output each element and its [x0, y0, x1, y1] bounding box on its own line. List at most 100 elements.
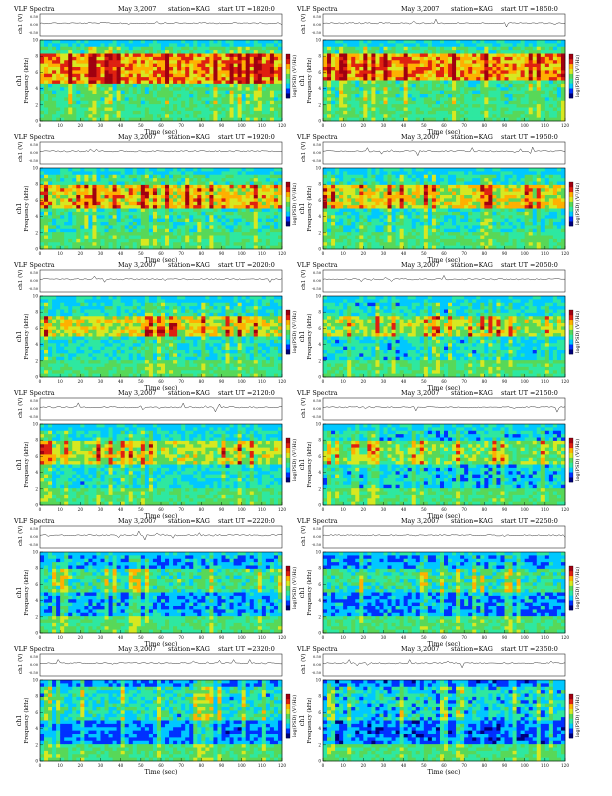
spectrogram-cell [274, 185, 278, 189]
spectrogram-cell [500, 108, 504, 112]
spectrogram-cell [169, 40, 173, 44]
spectrogram-cell [189, 222, 193, 226]
spectrogram-cell [52, 60, 56, 64]
spectrogram-cell [72, 104, 76, 108]
spectrogram-cell [76, 43, 80, 47]
spectrogram-cell [153, 219, 157, 223]
spectrogram-cell [448, 87, 452, 91]
spectrogram-cell [125, 205, 129, 209]
spectrogram-cell [521, 70, 525, 74]
spectrogram-cell [331, 54, 335, 58]
spectrogram-cell [40, 101, 44, 105]
spectrogram-cell [444, 70, 448, 74]
spectrogram-cell [68, 215, 72, 219]
spectrogram-cell [197, 192, 201, 196]
spectrogram-cell [101, 43, 105, 47]
spectrogram-cell [553, 67, 557, 71]
spectrogram-cell [392, 47, 396, 51]
spectrogram-cell [549, 108, 553, 112]
spectrogram-cell [436, 97, 440, 101]
spectrogram-cell [396, 212, 400, 216]
spectrogram-cell [335, 57, 339, 61]
spectrogram-cell [557, 104, 561, 108]
spectrogram-cell [137, 77, 141, 81]
spectrogram-cell [492, 101, 496, 105]
spectrogram-cell [363, 67, 367, 71]
spectrogram-cell [549, 104, 553, 108]
spectrogram-cell [64, 242, 68, 246]
spectrogram-cell [101, 222, 105, 226]
spectrogram-cell [400, 81, 404, 85]
spectrogram-cell [52, 229, 56, 233]
spectrogram-cell [246, 97, 250, 101]
spectrogram-cell [96, 47, 100, 51]
spectrogram-cell [185, 67, 189, 71]
spectrogram-cell [323, 40, 327, 44]
spectrogram-cell [509, 97, 513, 101]
spectrogram-cell [88, 171, 92, 175]
spectrogram-cell [242, 219, 246, 223]
spectrogram-cell [157, 104, 161, 108]
spectrogram-cell [52, 219, 56, 223]
spectrogram-cell [278, 114, 282, 118]
spectrogram-cell [181, 84, 185, 88]
spectrogram-cell [193, 91, 197, 95]
spectrogram-cell [456, 91, 460, 95]
spectrogram-cell [343, 97, 347, 101]
spectrogram-cell [234, 192, 238, 196]
spectrogram-cell [76, 205, 80, 209]
spectrogram-cell [193, 111, 197, 115]
spectrogram-cell [452, 84, 456, 88]
spectrogram-cell [246, 202, 250, 206]
spectrogram-cell [169, 67, 173, 71]
spectrogram-cell [258, 209, 262, 213]
spectrogram-cell [161, 97, 165, 101]
spectrogram-cell [157, 215, 161, 219]
spectrogram-cell [56, 212, 60, 216]
spectrogram-cell [492, 84, 496, 88]
spectrogram-cell [496, 94, 500, 98]
spectrogram-cell [246, 87, 250, 91]
spectrogram-cell [165, 64, 169, 68]
spectrogram-cell [472, 54, 476, 58]
spectrogram-cell [541, 104, 545, 108]
spectrogram-cell [125, 182, 129, 186]
spectrogram-cell [96, 212, 100, 216]
spectrogram-cell [213, 168, 217, 172]
spectrogram-cell [400, 64, 404, 68]
spectrogram-cell [201, 87, 205, 91]
spectrogram-cell [412, 54, 416, 58]
spectrogram-cell [351, 101, 355, 105]
spectrogram-cell [92, 239, 96, 243]
spectrogram-cell [254, 77, 258, 81]
spectrogram-cell [250, 236, 254, 240]
spectrogram-cell [157, 111, 161, 115]
spectrogram-cell [375, 97, 379, 101]
spectrogram-cell [525, 40, 529, 44]
spectrogram-cell [367, 168, 371, 172]
spectrogram-cell [343, 219, 347, 223]
spectrogram-cell [109, 219, 113, 223]
spectrogram-cell [278, 242, 282, 246]
spectrogram-cell [157, 225, 161, 229]
spectrogram-cell [335, 77, 339, 81]
spectrogram-cell [197, 81, 201, 85]
spectrogram-cell [125, 225, 129, 229]
spectrogram-cell [355, 91, 359, 95]
spectrogram-cell [351, 242, 355, 246]
spectrogram-cell [464, 74, 468, 78]
spectrogram-cell [145, 70, 149, 74]
panel-station: station=KAG [168, 5, 210, 13]
spectrogram-cell [113, 81, 117, 85]
spectrogram-cell [173, 171, 177, 175]
spectrogram-cell [201, 168, 205, 172]
spectrogram-cell [185, 239, 189, 243]
spectrogram-cell [145, 108, 149, 112]
spectrogram-cell [384, 239, 388, 243]
spectrogram-cell [323, 43, 327, 47]
spectrogram-cell [230, 185, 234, 189]
spectrogram-cell [363, 178, 367, 182]
spectrogram-cell [52, 84, 56, 88]
spectrogram-cell [173, 40, 177, 44]
spectrogram-cell [96, 219, 100, 223]
